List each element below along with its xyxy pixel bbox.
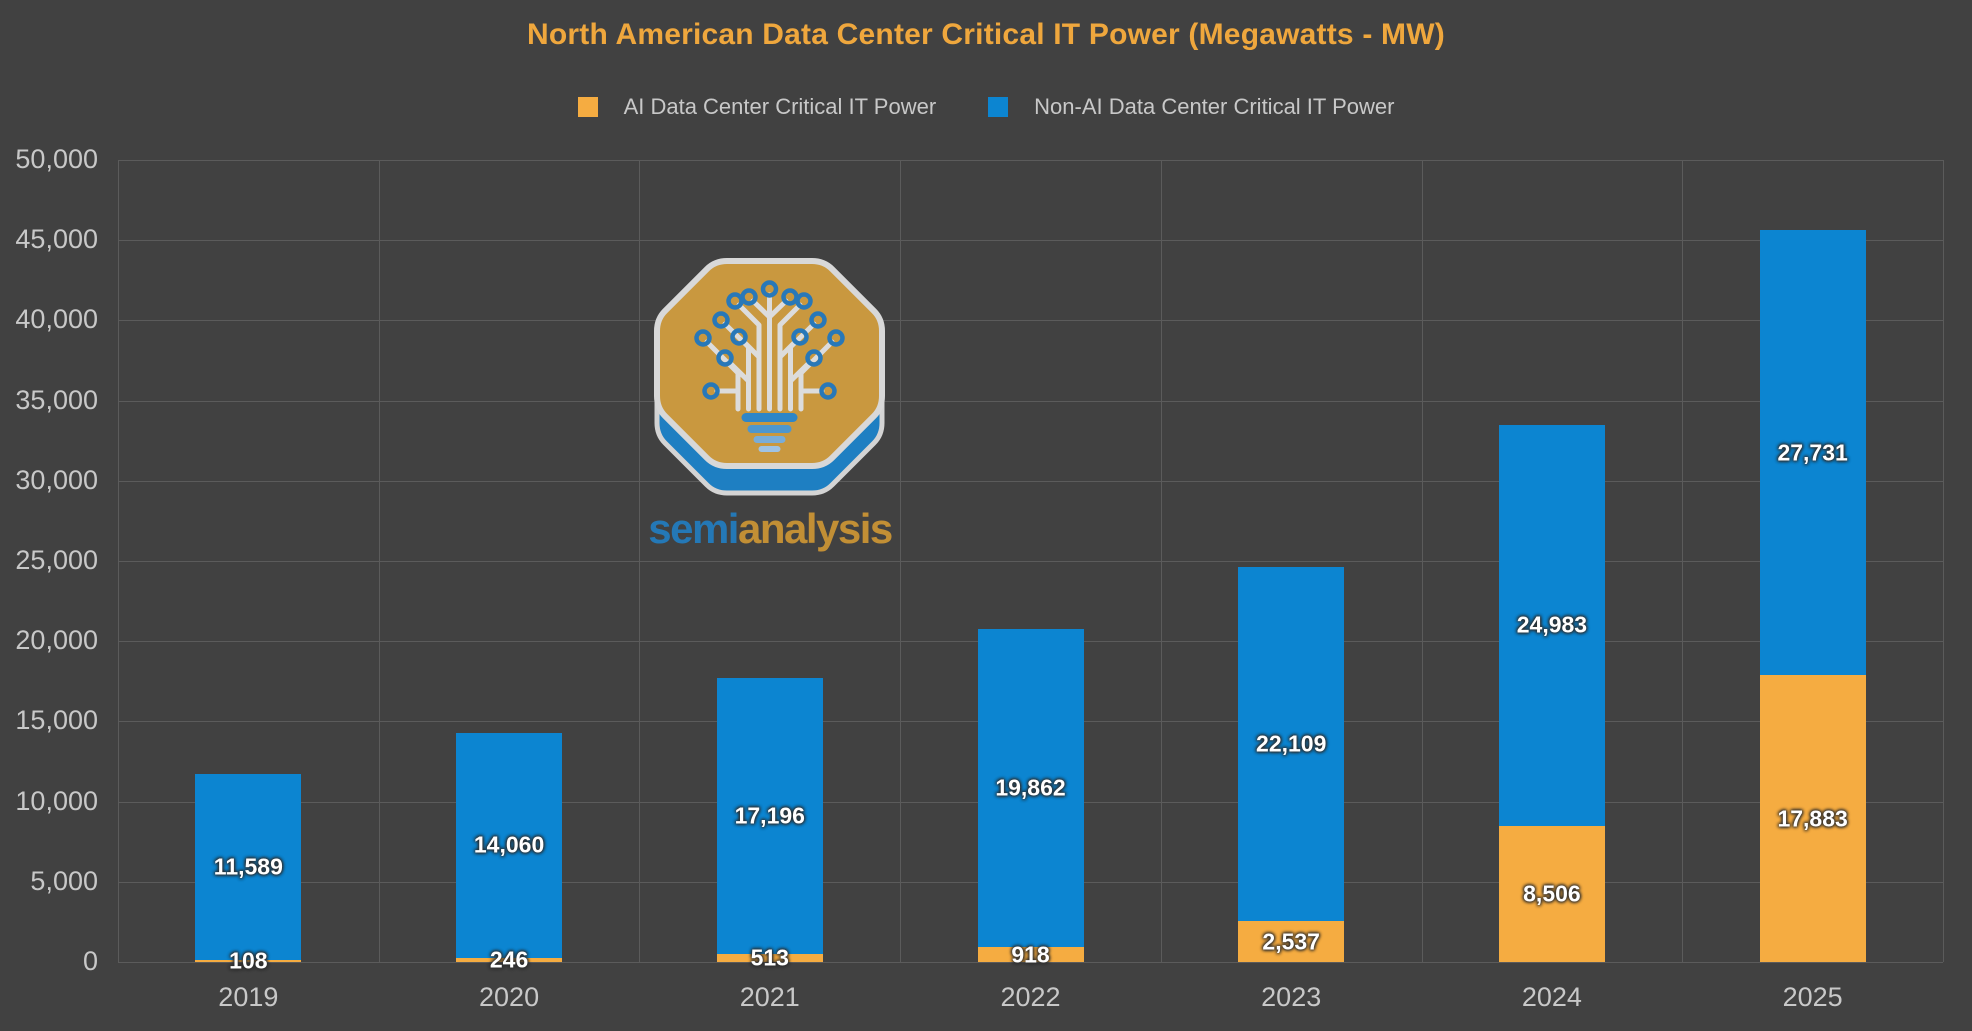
gridline-horizontal <box>118 400 1943 402</box>
bar-segment-ai-2022 <box>977 947 1084 962</box>
bar-segment-non-ai-2019 <box>195 774 302 961</box>
semianalysis-wordmark: semianalysis <box>648 505 893 552</box>
bar-segment-ai-2023 <box>1238 921 1345 962</box>
legend-swatch-ai <box>577 97 598 117</box>
gridline-vertical <box>1421 160 1423 962</box>
gridline-horizontal <box>118 962 1943 963</box>
bar-segment-non-ai-2020 <box>456 732 563 959</box>
y-axis-tick-label: 15,000 <box>15 705 98 736</box>
y-axis-tick-label: 10,000 <box>15 785 98 816</box>
bar-segment-non-ai-2024 <box>1498 424 1605 826</box>
data-label-ai-2023: 2,537 <box>1262 928 1320 955</box>
gridline-vertical <box>1943 160 1944 962</box>
bar-segment-ai-2019 <box>195 960 302 962</box>
data-label-non-ai-2023: 22,109 <box>1256 730 1327 757</box>
semianalysis-logo-icon <box>654 258 885 496</box>
gridline-vertical <box>639 160 641 962</box>
bar-segment-ai-2021 <box>716 953 823 962</box>
y-axis-tick-label: 35,000 <box>15 384 98 415</box>
bar-segment-non-ai-2022 <box>977 628 1084 948</box>
bar-segment-non-ai-2021 <box>716 677 823 954</box>
chart-legend: AI Data Center Critical IT Power Non-AI D… <box>0 94 1972 120</box>
gridline-vertical <box>1682 160 1684 962</box>
data-label-ai-2022: 918 <box>1011 941 1050 968</box>
legend-label-non-ai: Non-AI Data Center Critical IT Power <box>1034 94 1395 119</box>
data-label-non-ai-2022: 19,862 <box>995 774 1066 801</box>
bar-segment-non-ai-2025 <box>1759 230 1866 676</box>
x-axis-tick-label-2021: 2021 <box>739 982 800 1012</box>
legend-label-ai: AI Data Center Critical IT Power <box>623 94 937 119</box>
y-axis-tick-label: 0 <box>82 945 98 976</box>
y-axis-tick-label: 5,000 <box>30 865 98 896</box>
x-axis-tick-label-2019: 2019 <box>218 982 279 1012</box>
y-axis-tick-label: 50,000 <box>15 143 98 174</box>
data-label-non-ai-2025: 27,731 <box>1777 439 1848 466</box>
gridline-vertical <box>118 160 119 962</box>
gridline-horizontal <box>118 160 1943 161</box>
data-label-non-ai-2024: 24,983 <box>1516 611 1588 638</box>
bulb-base-icon <box>741 413 798 452</box>
x-axis-tick-label-2024: 2024 <box>1521 982 1582 1012</box>
x-axis-tick-label-2023: 2023 <box>1261 982 1322 1012</box>
data-label-ai-2021: 513 <box>750 944 789 971</box>
bar-segment-ai-2025 <box>1759 675 1866 962</box>
semianalysis-watermark: semianalysis <box>648 258 893 552</box>
data-label-ai-2025: 17,883 <box>1777 805 1848 832</box>
gridline-horizontal <box>118 240 1943 242</box>
gridline-horizontal <box>118 561 1943 562</box>
bar-segment-ai-2024 <box>1498 825 1605 962</box>
bar-segment-ai-2020 <box>456 958 563 962</box>
data-label-non-ai-2019: 11,589 <box>213 853 283 880</box>
x-axis-tick-label-2025: 2025 <box>1782 982 1843 1012</box>
legend-item-non-ai: Non-AI Data Center Critical IT Power <box>988 94 1394 120</box>
gridline-vertical <box>378 160 380 962</box>
y-axis-tick-label: 25,000 <box>15 544 98 575</box>
gridline-horizontal <box>118 480 1943 482</box>
y-axis-tick-label: 45,000 <box>15 224 98 255</box>
chart-title: North American Data Center Critical IT P… <box>527 18 1445 51</box>
wordmark-analysis: analysis <box>737 505 893 552</box>
data-label-non-ai-2021: 17,196 <box>734 802 805 829</box>
wordmark-semi: semi <box>648 505 739 552</box>
x-axis-tick-label-2020: 2020 <box>479 982 540 1012</box>
data-label-ai-2019: 108 <box>229 947 268 974</box>
y-axis-tick-label: 20,000 <box>15 625 98 656</box>
x-axis-tick-label-2022: 2022 <box>1000 982 1061 1012</box>
data-label-ai-2024: 8,506 <box>1523 880 1581 907</box>
legend-swatch-non-ai <box>988 97 1009 117</box>
gridline-horizontal <box>118 320 1943 322</box>
gridline-vertical <box>1160 160 1162 962</box>
legend-item-ai: AI Data Center Critical IT Power <box>577 94 937 120</box>
data-label-non-ai-2020: 14,060 <box>473 831 545 858</box>
data-label-ai-2020: 246 <box>489 946 529 973</box>
y-axis-tick-label: 40,000 <box>15 304 98 335</box>
y-axis-tick-label: 30,000 <box>15 464 98 495</box>
bar-segment-non-ai-2023 <box>1238 566 1345 922</box>
gridline-vertical <box>900 160 902 962</box>
